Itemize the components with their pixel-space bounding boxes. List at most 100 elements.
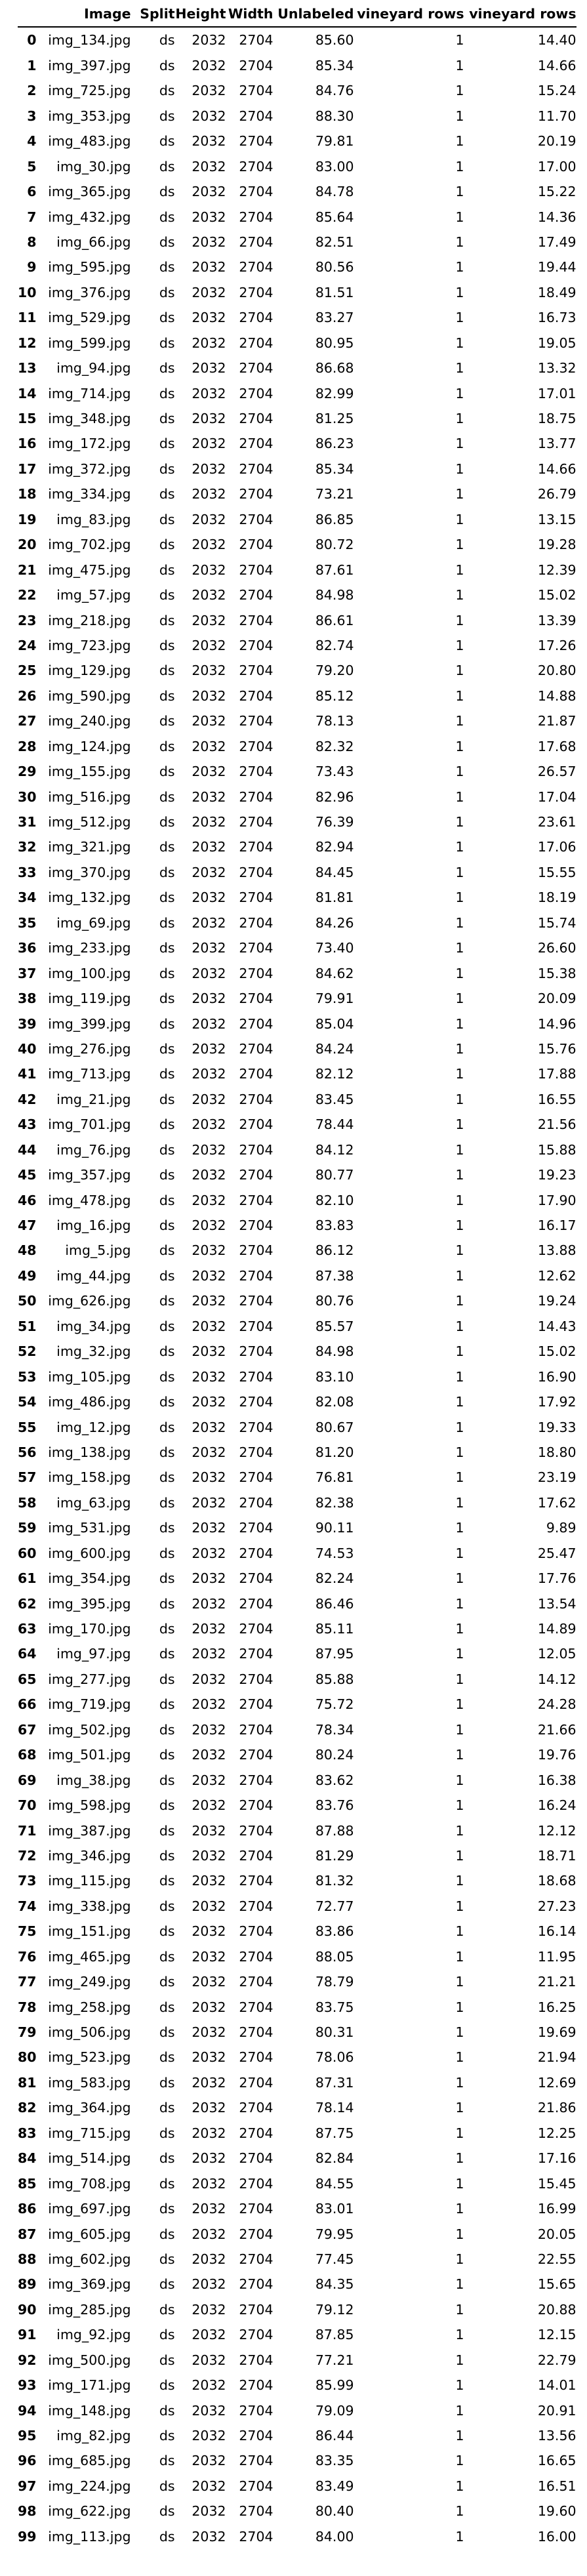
vineyard-rows-count-cell: 1 [455,1595,464,1612]
height-cell: 2032 [192,864,226,880]
unlabeled-cell: 72.77 [315,1898,354,1914]
row-index: 31 [18,814,37,830]
width-cell: 2704 [239,436,273,452]
vineyard-rows-count-cell: 1 [455,259,464,276]
row-index: 77 [18,1974,37,1990]
vineyard-rows-percent-cell: 21.94 [537,2049,577,2066]
width-cell: 2704 [239,1747,273,1763]
vineyard-rows-count-cell: 1 [455,1444,464,1460]
vineyard-rows-count-cell: 1 [455,1368,464,1385]
unlabeled-cell: 73.21 [315,486,354,502]
width-cell: 2704 [239,1621,273,1637]
unlabeled-cell: 87.85 [315,2327,354,2343]
table-row: 4 img_483.jpg ds 2032 2704 79.81 1 20.19 [18,129,576,153]
width-cell: 2704 [239,1394,273,1410]
split-cell: ds [159,889,175,906]
table-row: 37 img_100.jpg ds 2032 2704 84.62 1 15.38 [18,961,577,986]
split-cell: ds [159,1494,175,1511]
unlabeled-cell: 80.77 [315,1167,354,1183]
vineyard-rows-count-cell: 1 [455,1167,464,1183]
height-cell: 2032 [192,436,226,452]
height-cell: 2032 [192,184,226,200]
vineyard-rows-count-cell: 1 [455,1721,464,1738]
table-row: 10 img_376.jpg ds 2032 2704 81.51 1 18.49 [18,280,577,305]
height-cell: 2032 [192,1621,226,1637]
unlabeled-cell: 83.62 [315,1772,354,1788]
row-index: 78 [18,1999,37,2015]
image-cell: img_233.jpg [48,940,131,956]
row-index: 87 [18,2226,37,2242]
unlabeled-cell: 81.32 [315,1873,354,1889]
vineyard-rows-count-cell: 1 [455,1293,464,1309]
table-row: 25 img_129.jpg ds 2032 2704 79.20 1 20.80 [18,658,577,683]
unlabeled-cell: 84.24 [315,1040,354,1057]
table-row: 93 img_171.jpg ds 2032 2704 85.99 1 14.01 [18,2373,577,2398]
width-cell: 2704 [239,1293,273,1309]
row-index: 55 [18,1419,37,1435]
height-cell: 2032 [192,2528,226,2545]
height-cell: 2032 [192,2251,226,2267]
row-index: 36 [18,940,37,956]
width-cell: 2704 [239,1015,273,1032]
table-row: 1 img_397.jpg ds 2032 2704 85.34 1 14.66 [18,53,576,78]
row-index: 12 [18,335,37,351]
table-row: 49 img_44.jpg ds 2032 2704 87.38 1 12.62 [18,1263,577,1288]
vineyard-rows-count-cell: 1 [455,1066,464,1082]
width-cell: 2704 [239,2453,273,2469]
image-cell: img_483.jpg [48,133,131,150]
vineyard-rows-percent-cell: 19.05 [537,335,577,351]
vineyard-rows-count-cell: 1 [455,738,464,754]
split-cell: ds [159,2074,175,2091]
table-row: 85 img_708.jpg ds 2032 2704 84.55 1 15.45 [18,2171,577,2196]
image-cell: img_21.jpg [56,1091,131,1107]
row-index: 66 [18,1696,37,1713]
table-row: 57 img_158.jpg ds 2032 2704 76.81 1 23.19 [18,1465,577,1490]
height-cell: 2032 [192,1192,226,1208]
split-cell: ds [159,2528,175,2545]
height-cell: 2032 [192,1822,226,1839]
width-cell: 2704 [239,1646,273,1662]
unlabeled-cell: 85.34 [315,57,354,73]
image-cell: img_697.jpg [48,2201,131,2217]
vineyard-rows-count-cell: 1 [455,2175,464,2192]
table-row: 77 img_249.jpg ds 2032 2704 78.79 1 21.21 [18,1969,577,1994]
split-cell: ds [159,1419,175,1435]
height-cell: 2032 [192,2402,226,2419]
row-index: 82 [18,2100,37,2116]
split-cell: ds [159,1822,175,1839]
split-cell: ds [159,1242,175,1259]
unlabeled-cell: 73.40 [315,940,354,956]
height-cell: 2032 [192,1015,226,1032]
table-body: 0 img_134.jpg ds 2032 2704 85.60 1 14.40 1 img_39… [18,27,577,2549]
image-header: Image [45,1,131,28]
vineyard-rows-count-cell: 1 [455,1217,464,1233]
row-index: 45 [18,1167,37,1183]
vineyard-rows-percent-cell: 20.91 [537,2402,577,2419]
row-index: 0 [27,32,37,49]
width-cell: 2704 [239,1999,273,2015]
table-row: 66 img_719.jpg ds 2032 2704 75.72 1 24.28 [18,1692,577,1717]
image-cell: img_132.jpg [48,889,131,906]
unlabeled-cell: 84.78 [315,184,354,200]
row-index: 62 [18,1595,37,1612]
table-row: 18 img_334.jpg ds 2032 2704 73.21 1 26.79 [18,481,577,506]
split-cell: ds [159,562,175,578]
width-cell: 2704 [239,2528,273,2545]
image-cell: img_276.jpg [48,1040,131,1057]
split-cell: ds [159,158,175,174]
vineyard-rows-count-cell: 1 [455,537,464,553]
vineyard-rows-count-cell: 1 [455,839,464,855]
image-cell: img_218.jpg [48,612,131,628]
vineyard-rows-percent-cell: 14.66 [537,460,577,477]
unlabeled-cell: 82.51 [315,234,354,250]
unlabeled-cell: 86.68 [315,360,354,377]
row-index: 23 [18,612,37,628]
vineyard-rows-percent-cell: 26.60 [537,940,577,956]
unlabeled-cell: 84.55 [315,2175,354,2192]
row-index: 71 [18,1822,37,1839]
unlabeled-cell: 87.31 [315,2074,354,2091]
vineyard-rows-percent-cell: 20.88 [537,2301,577,2318]
width-cell: 2704 [239,259,273,276]
vineyard-rows-count-cell: 1 [455,1545,464,1561]
split-cell: ds [159,1040,175,1057]
